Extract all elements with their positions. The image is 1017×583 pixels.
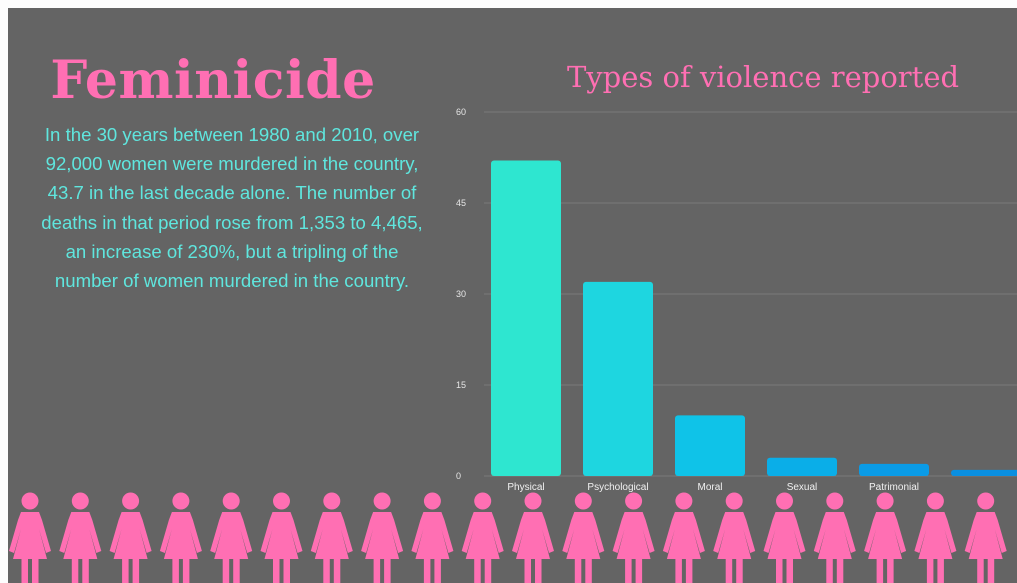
woman-figure-icon (964, 492, 1007, 583)
woman-figure-icon (260, 492, 303, 583)
woman-figure-icon (411, 492, 454, 583)
description-line: deaths in that period rose from 1,353 to… (41, 211, 423, 233)
y-tick-label: 45 (456, 198, 466, 208)
woman-figure-icon (109, 492, 152, 583)
page-title: Feminicide (50, 50, 376, 111)
description-line: an increase of 230%, but a tripling of t… (65, 240, 399, 262)
bar (767, 457, 837, 476)
women-figures-row (9, 492, 1007, 583)
bar-chart: 0 15 30 45 60 Physical Psychological Moral Sexua… (456, 107, 1017, 493)
woman-figure-icon (512, 492, 554, 583)
woman-figure-icon (210, 492, 253, 583)
chart-title: Types of violence reported (566, 60, 960, 94)
woman-figure-icon (361, 492, 404, 583)
woman-figure-icon (59, 492, 102, 583)
y-tick-label: 15 (456, 380, 466, 390)
bar (491, 160, 561, 477)
woman-figure-icon (813, 492, 856, 583)
description-text: In the 30 years between 1980 and 2010, o… (12, 120, 452, 295)
y-tick-label: 60 (456, 107, 466, 117)
x-tick-label: Physical (507, 482, 544, 493)
woman-figure-icon (713, 492, 756, 583)
bar (675, 415, 745, 476)
description-line: 43.7 in the last decade alone. The numbe… (47, 182, 417, 204)
woman-figure-icon (662, 492, 705, 583)
woman-figure-icon (159, 492, 202, 583)
woman-figure-icon (310, 492, 353, 583)
y-tick-label: 30 (456, 289, 466, 299)
woman-figure-icon (9, 492, 51, 583)
infographic-panel: Feminicide In the 30 years between 1980 … (8, 8, 1017, 583)
woman-figure-icon (864, 492, 907, 583)
bar (583, 281, 653, 476)
y-tick-label: 0 (456, 471, 461, 481)
woman-figure-icon (562, 492, 605, 583)
bar (951, 469, 1017, 476)
bar (859, 463, 929, 476)
woman-figure-icon (461, 492, 504, 583)
x-tick-label: Moral (697, 482, 722, 493)
description-line: 92,000 women were murdered in the countr… (45, 153, 419, 175)
x-tick-label: Patrimonial (869, 482, 919, 493)
description-line: In the 30 years between 1980 and 2010, o… (44, 124, 420, 145)
description-line: number of women murdered in the country. (54, 270, 410, 292)
x-tick-label: Psychological (587, 482, 648, 493)
woman-figure-icon (763, 492, 806, 583)
x-tick-label: Sexual (787, 482, 818, 493)
woman-figure-icon (914, 492, 957, 583)
woman-figure-icon (612, 492, 655, 583)
